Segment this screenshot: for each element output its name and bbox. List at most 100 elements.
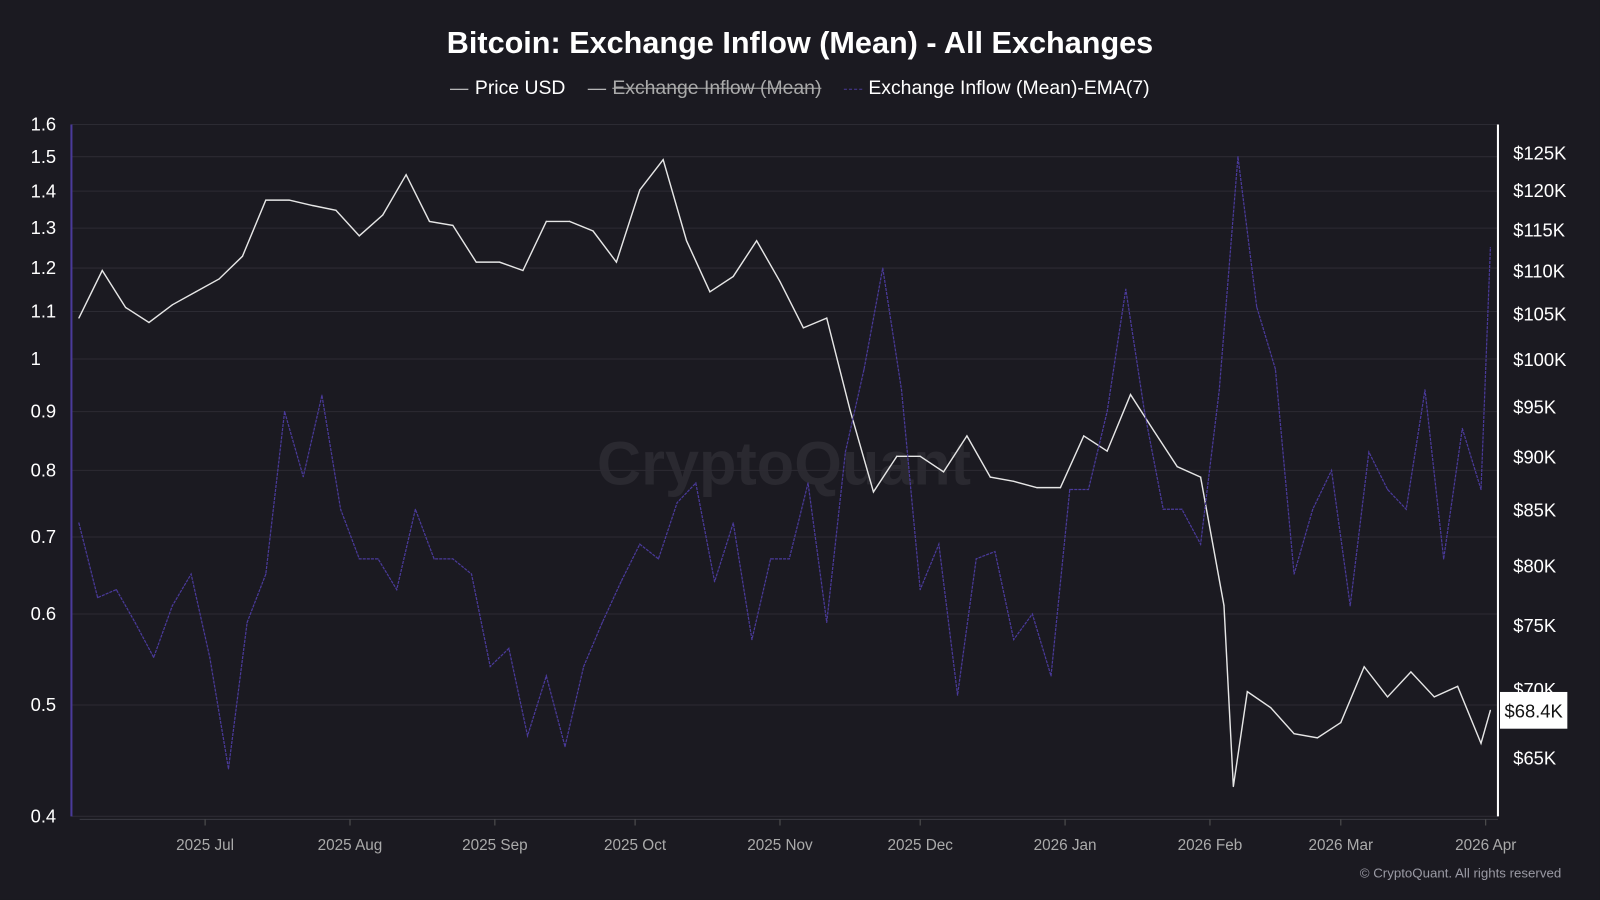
data-point-ema [657,558,660,560]
data-point-ema [751,638,753,641]
data-point-ema [1386,488,1389,491]
data-point-ema [1461,427,1463,430]
data-point-price [545,220,547,222]
data-point-ema [1349,605,1351,607]
left-tick-label: 1.1 [31,301,57,322]
data-point-ema [975,558,977,560]
data-point-ema [1237,156,1239,158]
series-line-ema [78,156,1492,769]
data-point-ema [508,647,510,650]
data-point-ema [1256,306,1258,308]
data-point-price [872,491,875,493]
left-tick-label: 1.5 [31,146,57,167]
x-tick-label: 2026 Jan [1034,837,1097,854]
data-point-price [125,306,127,309]
current-price-box [1499,691,1568,729]
data-point-price [639,189,641,191]
data-point-price [1246,690,1248,693]
current-price-label: $68.4K [1505,700,1564,721]
right-tick-label: $120K [1513,180,1567,201]
right-tick-label: $95K [1513,396,1557,417]
data-point-ema [1480,488,1482,491]
data-point-ema [1031,613,1033,615]
data-point-ema [919,589,921,591]
data-point-price [802,327,804,329]
data-point-ema [1050,675,1052,677]
data-point-price [1083,435,1085,437]
left-tick-label: 1.2 [31,257,57,278]
data-point-price [498,261,501,263]
data-point-ema [1199,543,1202,545]
right-tick-label: $80K [1513,555,1557,576]
data-point-ema [433,558,435,560]
data-point-ema [1162,508,1164,510]
legend-swatch-inflow [587,88,607,90]
data-point-ema [882,267,884,269]
data-point-price [1059,487,1062,489]
data-point-price [452,224,454,226]
data-point-price [1270,707,1272,709]
data-point-ema [545,675,547,677]
data-point-ema [1087,488,1090,491]
legend-swatch-price [450,88,469,90]
x-tick-label: 2025 Dec [887,837,953,854]
data-point-price [1013,480,1015,482]
data-point-price [942,471,945,473]
data-point-ema [302,476,304,478]
legend: Price USD Exchange Inflow (Mean) Exchang… [0,78,1600,100]
data-point-price [1129,394,1132,396]
data-point-ema [807,482,809,484]
data-point-price [1489,709,1491,711]
data-point-ema [639,543,641,545]
data-point-price [382,214,384,216]
data-point-ema [1330,469,1333,472]
data-point-ema [1181,508,1183,510]
data-point-price [1316,737,1319,739]
data-point-ema [732,522,734,524]
data-point-ema [826,621,828,623]
data-point-price [335,209,337,211]
data-point-price [311,204,314,207]
copyright: © CryptoQuant. All rights reserved [1359,865,1562,881]
data-point-ema [283,411,286,413]
data-point-price [1433,696,1435,698]
data-point-price [732,275,734,278]
data-point-price [966,435,968,437]
data-point-price [685,240,688,242]
legend-item-inflow[interactable]: Exchange Inflow (Mean) [587,78,821,100]
data-point-ema [470,573,473,575]
data-point-ema [676,502,678,504]
x-tick-label: 2025 Oct [604,837,667,854]
legend-item-ema[interactable]: Exchange Inflow (Mean)-EMA(7) [843,78,1150,100]
data-point-price [1106,450,1108,452]
data-point-ema [489,665,491,668]
left-tick-label: 1.6 [31,114,57,135]
data-point-ema [1125,288,1127,290]
left-tick-label: 1 [31,348,41,369]
left-tick-label: 0.7 [31,526,57,547]
data-point-price [428,220,431,222]
left-tick-label: 1.3 [31,217,57,238]
data-point-price [1036,487,1038,489]
data-point-price [288,199,290,201]
data-point-ema [788,558,790,560]
data-point-ema [713,581,716,583]
data-point-ema [564,745,566,748]
data-point-ema [96,596,99,599]
legend-swatch-ema [843,88,863,90]
data-point-price [475,261,477,263]
data-point-price [615,261,618,263]
data-point-ema [153,656,155,659]
data-point-price [1340,721,1342,724]
data-point-ema [265,573,267,575]
data-point-price [1153,430,1155,432]
x-tick-label: 2025 Aug [318,837,383,854]
data-point-price [101,269,103,272]
legend-item-price[interactable]: Price USD [450,78,565,100]
data-point-price [592,230,594,232]
data-point-price [195,291,197,293]
data-point-price [849,409,851,411]
data-point-ema [209,656,211,659]
